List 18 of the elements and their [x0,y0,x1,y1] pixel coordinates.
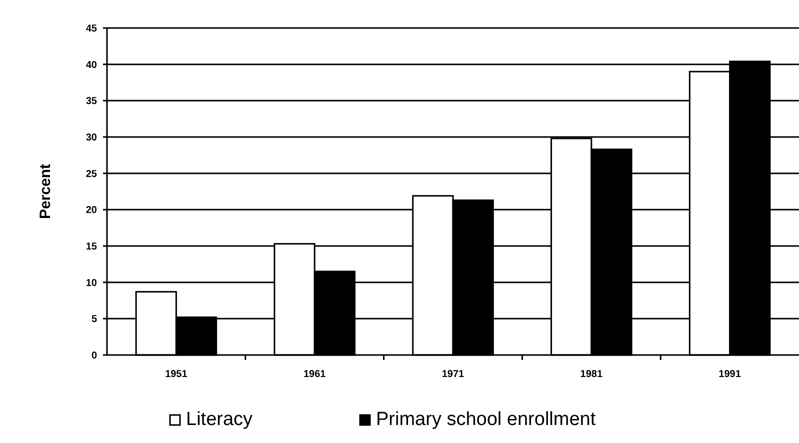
x-tick-label: 1981 [580,369,603,380]
y-tick-label: 25 [86,168,98,180]
y-axis-title: Percent [37,164,54,220]
y-tick-label: 35 [86,96,98,108]
x-tick-label: 1961 [303,369,326,380]
y-tick-label: 30 [86,132,98,144]
y-tick-label: 5 [91,314,98,326]
y-tick-label: 45 [86,24,98,34]
y-tick-label: 0 [91,350,98,362]
y-tick-label: 15 [86,242,98,252]
x-tick-label: 1971 [442,369,465,380]
y-tick-label: 10 [86,278,98,289]
x-tick-label: 1951 [165,369,188,380]
legend-label: Literacy [186,409,254,430]
y-tick-label: 40 [86,60,98,71]
legend-label: Primary school enrollment [376,409,596,430]
x-tick-label: 1991 [718,369,742,380]
y-tick-label: 20 [86,205,98,216]
